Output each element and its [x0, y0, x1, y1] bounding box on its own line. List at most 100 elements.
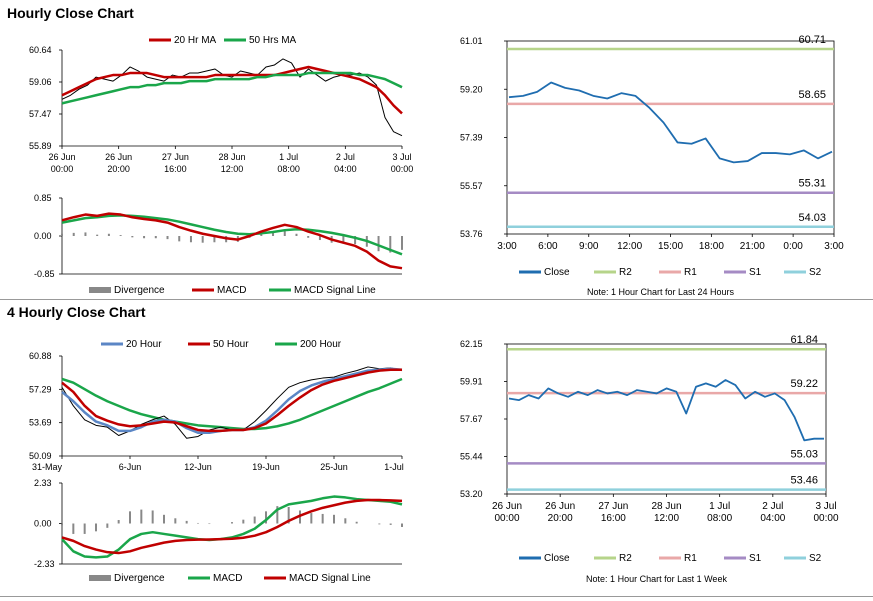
hourly-pivot-legend-s1-label: S1: [749, 267, 762, 278]
four-hourly-price-x-tick-label: 12-Jun: [184, 462, 212, 472]
hourly-section-title: Hourly Close Chart: [7, 5, 134, 21]
weekly-pivot-x-tick-time: 08:00: [707, 513, 732, 524]
hourly-price-x-tick-date: 2 Jul: [336, 152, 355, 162]
hourly-pivot-x-tick-label: 0:00: [783, 241, 803, 252]
four-hourly-price-y-tick-label: 50.09: [29, 451, 52, 461]
hourly-price-x-tick-time: 16:00: [164, 164, 187, 174]
hourly-pivot-legend-r1-label: R1: [684, 267, 697, 278]
hourly-pivot-y-tick-label: 61.01: [460, 36, 483, 46]
weekly-pivot-x-tick-time: 00:00: [494, 513, 519, 524]
weekly-pivot-x-tick-date: 28 Jun: [651, 501, 681, 512]
hourly-price-y-tick-label: 55.89: [29, 141, 52, 151]
hourly-pivot-x-tick-label: 21:00: [740, 241, 765, 252]
weekly-pivot-x-tick-time: 12:00: [654, 513, 679, 524]
weekly-pivot-level-label-r2: 61.84: [790, 334, 818, 346]
hourly-macd-legend-divergence-swatch: [89, 287, 111, 293]
four-hourly-macd-legend-divergence-swatch: [89, 575, 111, 581]
four-hourly-price-series-50-hour: [61, 368, 402, 433]
weekly-pivot-legend-r2-label: R2: [619, 553, 632, 564]
weekly-pivot-legend-s1-label: S1: [749, 553, 762, 564]
four-hourly-price-x-tick-label: 31-May: [32, 462, 63, 472]
four-hourly-price-x-tick-label: 19-Jun: [252, 462, 280, 472]
four-hourly-macd-series-signal: [61, 498, 403, 555]
hourly-macd-series-macd: [61, 212, 403, 270]
weekly-pivot-y-tick-label: 53.20: [460, 489, 483, 499]
hourly-price-x-tick-date: 3 Jul: [392, 152, 411, 162]
four-hourly-macd-legend-macd-label: MACD: [213, 573, 242, 584]
weekly-pivot-y-tick-label: 55.44: [460, 452, 483, 462]
weekly-pivot-x-tick-time: 16:00: [601, 513, 626, 524]
weekly-pivot-x-tick-time: 04:00: [760, 513, 785, 524]
weekly-pivot-x-tick-date: 26 Jun: [545, 501, 575, 512]
hourly-price-x-tick-date: 26 Jun: [48, 152, 75, 162]
hourly-macd-y-tick-label: -0.85: [34, 269, 55, 279]
section-divider: [0, 299, 873, 300]
hourly-price-y-tick-label: 60.64: [29, 45, 52, 55]
hourly-pivot-y-tick-label: 57.39: [460, 133, 483, 143]
hourly-pivot-x-tick-label: 15:00: [658, 241, 683, 252]
weekly-pivot-y-tick-label: 62.15: [460, 339, 483, 349]
four-hourly-macd-legend-signal-label: MACD Signal Line: [289, 573, 371, 584]
hourly-price-y-tick-label: 59.06: [29, 77, 52, 87]
hourly-price-x-tick-time: 08:00: [277, 164, 300, 174]
weekly-pivot-legend-s2-label: S2: [809, 553, 822, 564]
hourly-pivot-x-tick-label: 3:00: [497, 241, 517, 252]
hourly-pivot-y-tick-label: 55.57: [460, 181, 483, 191]
hourly-price-x-tick-time: 20:00: [107, 164, 130, 174]
four-hourly-price-x-tick-label: 6-Jun: [119, 462, 142, 472]
bottom-divider: [0, 596, 873, 597]
weekly-pivot-x-tick-date: 1 Jul: [709, 501, 730, 512]
weekly-pivot-level-label-s1: 55.03: [790, 448, 818, 460]
four-hourly-price-y-tick-label: 60.88: [29, 351, 52, 361]
hourly-pivot-y-tick-label: 53.76: [460, 229, 483, 239]
hourly-pivot-legend-s2-label: S2: [809, 267, 822, 278]
four-hourly-macd-y-tick-label: 0.00: [34, 519, 52, 529]
hourly-pivot-x-tick-label: 9:00: [579, 241, 599, 252]
hourly-pivot-series-close: [508, 81, 833, 164]
hourly-price-series-50-hrs-ma: [61, 71, 403, 105]
hourly-price-x-tick-time: 00:00: [51, 164, 74, 174]
hourly-price-x-tick-time: 12:00: [221, 164, 244, 174]
weekly-pivot-level-label-r1: 59.22: [790, 378, 818, 390]
hourly-macd-y-tick-label: 0.00: [34, 231, 52, 241]
hourly-pivot-level-label-r2: 60.71: [798, 34, 826, 46]
four-hourly-macd-y-tick-label: -2.33: [34, 559, 55, 569]
hourly-macd-y-tick-label: 0.85: [34, 193, 52, 203]
hourly-price-series-price: [61, 58, 403, 137]
hourly-price-legend-20hr-label: 20 Hr MA: [174, 35, 217, 46]
hourly-price-x-tick-date: 1 Jul: [279, 152, 298, 162]
hourly-macd-legend-divergence-label: Divergence: [114, 285, 165, 296]
hourly-pivot-x-tick-label: 6:00: [538, 241, 558, 252]
weekly-pivot-y-tick-label: 59.91: [460, 377, 483, 387]
weekly-pivot-plot-frame: [506, 343, 827, 495]
hourly-pivot-level-label-r1: 58.65: [798, 89, 826, 101]
four-hourly-price-x-tick-label: 25-Jun: [320, 462, 348, 472]
weekly-pivot-y-tick-label: 57.67: [460, 414, 483, 424]
hourly-price-x-tick-date: 28 Jun: [218, 152, 245, 162]
hourly-pivot-level-label-s1: 55.31: [798, 178, 826, 190]
hourly-price-legend-50hr-label: 50 Hrs MA: [249, 35, 297, 46]
four-hourly-macd-series-macd: [61, 495, 403, 559]
weekly-pivot-level-label-s2: 53.46: [790, 475, 818, 487]
hourly-pivot-x-tick-label: 18:00: [699, 241, 724, 252]
hourly-pivot-legend-r2-label: R2: [619, 267, 632, 278]
hourly-price-y-tick-label: 57.47: [29, 109, 52, 119]
hourly-pivot-x-tick-label: 12:00: [617, 241, 642, 252]
hourly-pivot-x-tick-label: 3:00: [824, 241, 844, 252]
four-hourly-macd-y-tick-label: 2.33: [34, 478, 52, 488]
four-hourly-price-y-tick-label: 53.69: [29, 418, 52, 428]
hourly-macd-series-signal: [61, 214, 403, 256]
weekly-pivot-x-tick-time: 00:00: [813, 513, 838, 524]
hourly-macd-legend-macd-label: MACD: [217, 285, 246, 296]
hourly-pivot-level-label-s2: 54.03: [798, 212, 826, 224]
four-hourly-price-legend-200h-label: 200 Hour: [300, 339, 342, 350]
four-hourly-price-x-tick-label: 1-Jul: [384, 462, 404, 472]
weekly-pivot-x-tick-date: 3 Jul: [815, 501, 836, 512]
four-hourly-price-y-tick-label: 57.29: [29, 384, 52, 394]
four-hourly-price-legend-20h-label: 20 Hour: [126, 339, 162, 350]
four-hourly-price-series-200-hour: [61, 377, 403, 431]
weekly-pivot-note: Note: 1 Hour Chart for Last 1 Week: [586, 574, 727, 584]
weekly-pivot-series-close: [508, 379, 824, 442]
hourly-price-x-tick-date: 27 Jun: [162, 152, 189, 162]
